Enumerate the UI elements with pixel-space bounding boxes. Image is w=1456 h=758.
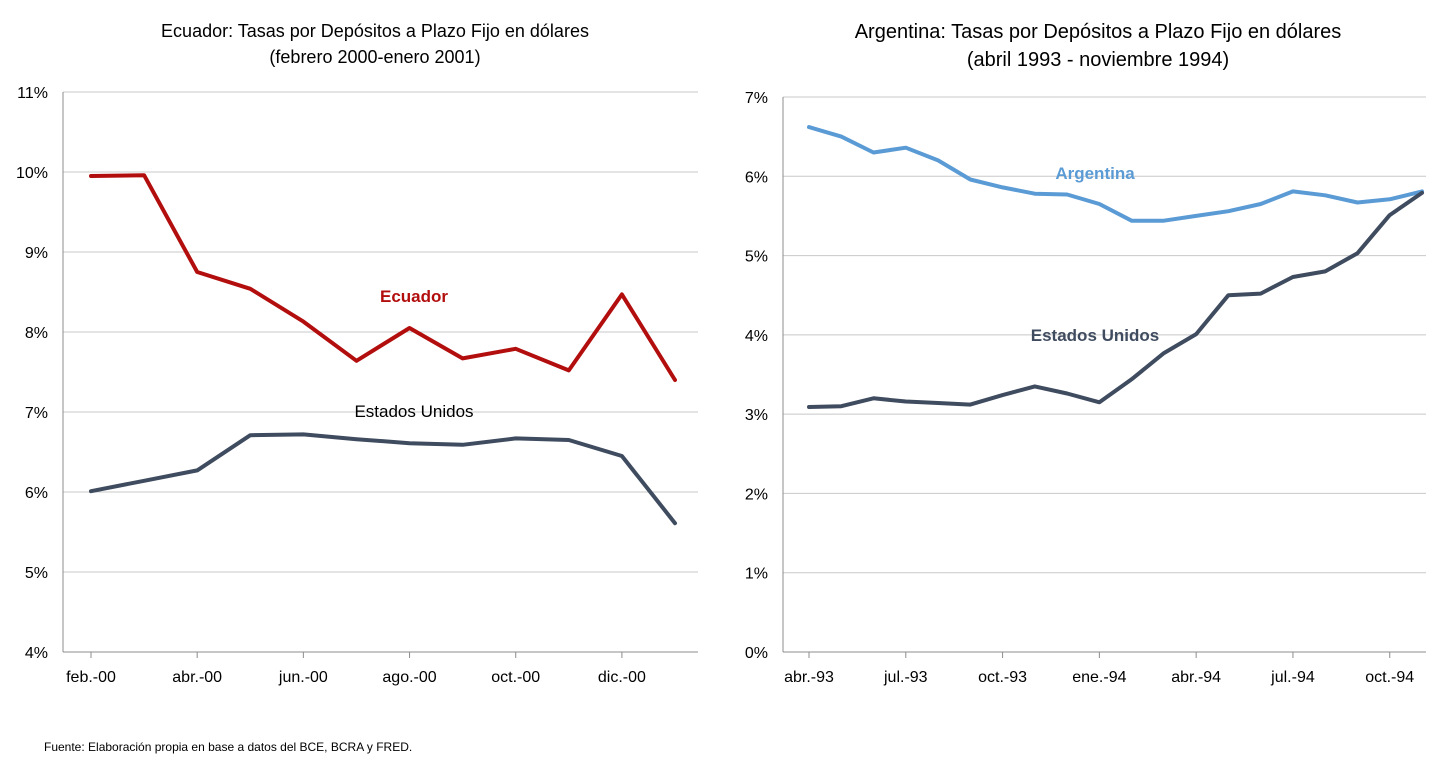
x-tick-label: jul.-93 [883, 669, 928, 686]
x-tick-label: oct.-00 [491, 669, 540, 686]
series-line-argentina [807, 125, 1424, 223]
series-line-estados-unidos [89, 432, 677, 526]
y-tick-label: 11% [17, 85, 48, 102]
x-tick-label: jul.-94 [1270, 669, 1315, 686]
chart-argentina: Argentina: Tasas por Depósitos a Plazo F… [745, 21, 1426, 686]
x-tick-label: ago.-00 [382, 669, 436, 686]
y-tick-label: 6% [745, 169, 768, 186]
y-tick-label: 7% [745, 90, 768, 107]
x-tick-label: dic.-00 [598, 669, 646, 686]
y-tick-label: 6% [25, 485, 48, 502]
series-label-argentina: Argentina [1055, 164, 1135, 183]
chart-title: Argentina: Tasas por Depósitos a Plazo F… [855, 21, 1342, 43]
y-tick-label: 2% [745, 486, 768, 503]
chart-title: Ecuador: Tasas por Depósitos a Plazo Fij… [161, 21, 589, 41]
y-tick-label: 4% [25, 645, 48, 662]
x-tick-label: abr.-93 [784, 669, 834, 686]
x-tick-label: abr.-94 [1171, 669, 1221, 686]
x-tick-label: abr.-00 [172, 669, 222, 686]
y-tick-label: 5% [745, 249, 768, 266]
y-tick-label: 0% [745, 645, 768, 662]
y-tick-label: 10% [16, 165, 48, 182]
y-tick-label: 7% [25, 405, 48, 422]
x-tick-label: feb.-00 [66, 669, 116, 686]
y-tick-label: 8% [25, 325, 48, 342]
chart-subtitle: (febrero 2000-enero 2001) [269, 47, 480, 67]
x-tick-label: oct.-94 [1365, 669, 1414, 686]
y-tick-label: 9% [25, 245, 48, 262]
y-tick-label: 4% [745, 328, 768, 345]
series-label-estados-unidos: Estados Unidos [354, 402, 473, 421]
series-line-ecuador [89, 173, 677, 382]
y-tick-label: 3% [745, 407, 768, 424]
series-line-estados-unidos [807, 190, 1424, 409]
y-tick-label: 1% [745, 566, 768, 583]
series-label-ecuador: Ecuador [380, 287, 448, 306]
y-tick-label: 5% [25, 565, 48, 582]
source-footnote: Fuente: Elaboración propia en base a dat… [44, 740, 413, 754]
series-label-estados-unidos: Estados Unidos [1031, 326, 1159, 345]
x-tick-label: ene.-94 [1072, 669, 1126, 686]
x-tick-label: oct.-93 [978, 669, 1027, 686]
chart-subtitle: (abril 1993 - noviembre 1994) [967, 49, 1229, 71]
x-tick-label: jun.-00 [278, 669, 328, 686]
chart-ecuador: Ecuador: Tasas por Depósitos a Plazo Fij… [16, 21, 698, 686]
